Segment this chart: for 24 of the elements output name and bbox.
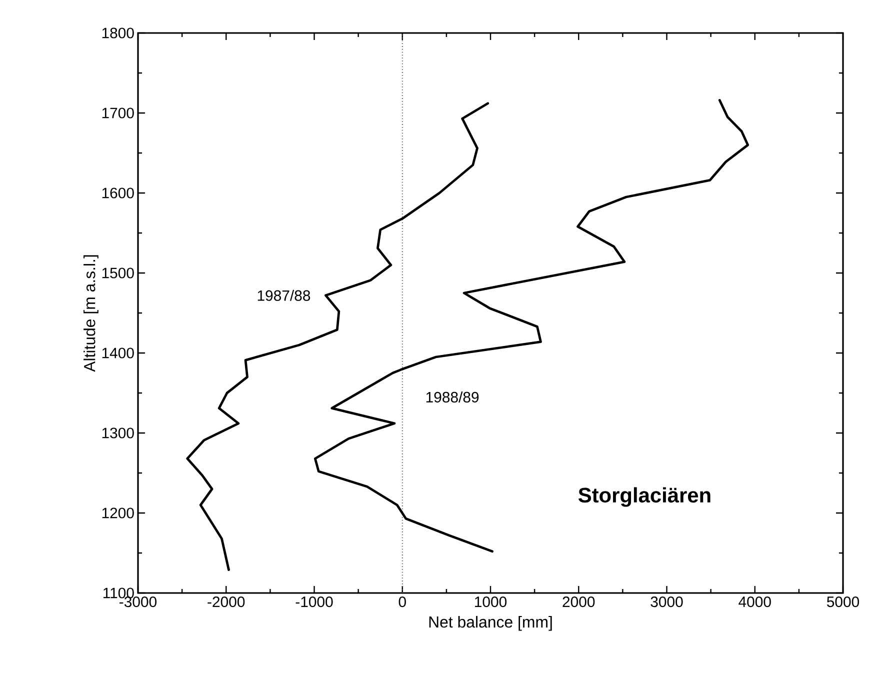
x-tick-label: 5000	[826, 596, 860, 608]
annotation: Storglaciären	[578, 487, 710, 507]
x-tick-label: -3000	[120, 596, 157, 608]
x-tick-label: -2000	[208, 596, 245, 608]
x-tick-label: 4000	[738, 596, 771, 608]
line-series	[314, 99, 750, 553]
series-label: 1987/88	[258, 290, 310, 301]
y-tick-label: 1600	[102, 188, 134, 198]
x-tick-label: -1000	[296, 596, 333, 608]
x-axis-title: Net balance [mm]	[429, 616, 552, 631]
y-tick-label: 1100	[103, 588, 134, 598]
y-axis-title: Altitude [m a.s.l.]	[84, 255, 98, 372]
x-tick-label: 0	[398, 596, 406, 608]
y-tick-label: 1200	[102, 508, 134, 518]
y-tick-label: 1400	[102, 348, 134, 358]
y-tick-label: 1500	[102, 268, 134, 278]
series-label: 1988/89	[426, 392, 479, 402]
y-tick-label: 1800	[102, 28, 134, 38]
y-tick-label: 1700	[102, 108, 134, 118]
y-tick-label: 1300	[102, 428, 134, 438]
x-tick-label: 3000	[650, 596, 683, 608]
line-series	[186, 102, 490, 571]
x-tick-label: 2000	[562, 596, 595, 608]
x-tick-label: 1000	[475, 596, 507, 608]
